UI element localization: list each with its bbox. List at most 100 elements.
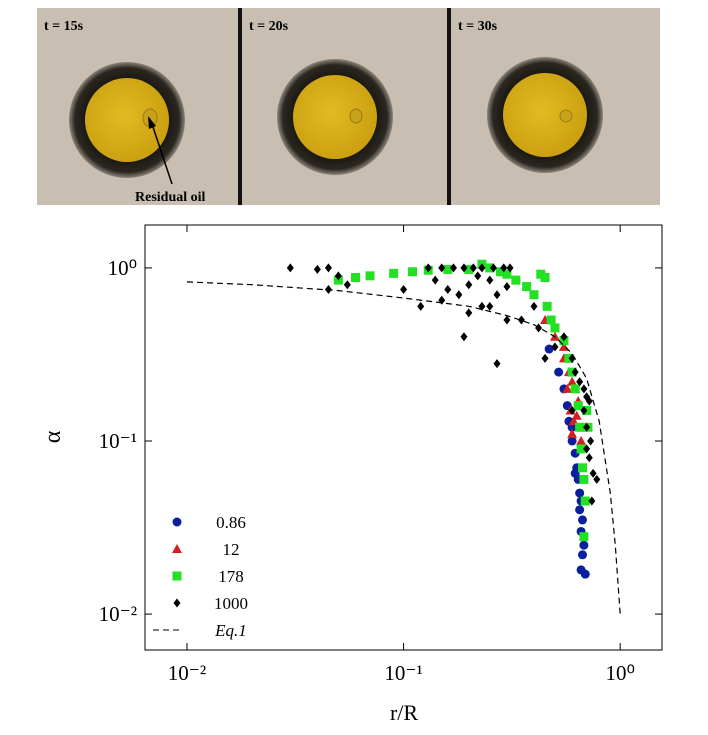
point [541,353,549,363]
point [493,359,501,369]
point [567,436,577,446]
point [500,263,508,273]
point [577,550,587,560]
legend-label: 178 [218,567,244,586]
point [540,273,550,283]
oil-blob [349,108,363,124]
y-tick-label: 10⁰ [108,256,137,280]
point [503,282,511,292]
point [478,263,486,273]
droplet [85,78,169,162]
legend-marker [173,598,181,608]
point [576,377,584,387]
arrow-head [148,116,156,129]
point [546,315,556,325]
x-tick-label: 10⁰ [605,661,634,685]
point [560,332,568,342]
point [408,267,418,277]
point [495,267,505,277]
point [577,463,587,473]
point [562,383,573,393]
point [550,323,560,333]
point [567,376,578,386]
point [443,264,453,274]
point [351,273,361,283]
divider [238,8,242,205]
x-axis-label: r/R [390,700,418,725]
point [511,275,521,285]
point [449,263,457,273]
y-tick-label: 10⁻¹ [99,429,137,453]
point [551,342,559,352]
point [567,428,578,438]
point [585,396,593,406]
point [455,290,463,300]
point [517,315,525,325]
point [554,367,564,377]
point [465,308,473,318]
point [579,540,589,550]
point [580,496,590,506]
point [579,532,589,542]
point [493,290,501,300]
point [571,367,579,377]
point [573,401,583,411]
point [324,263,332,273]
point [486,301,494,311]
droplet [293,75,377,159]
point [529,290,539,300]
point [570,384,580,394]
point [365,271,375,281]
legend-marker [172,544,182,553]
point [424,263,432,273]
point [464,264,474,274]
point [580,406,588,416]
droplet [503,73,587,157]
point [589,468,597,478]
annotation-arrow [151,123,173,185]
point [400,285,408,295]
point [469,263,477,273]
point [474,271,482,281]
point [502,269,512,279]
point [544,344,554,354]
point [486,275,494,285]
point [583,444,591,454]
point [417,301,425,311]
point [460,332,468,342]
y-axis-label: α [40,430,66,443]
point [444,285,452,295]
legend-label: Eq.1 [214,621,247,640]
point [575,488,585,498]
point [506,263,514,273]
point [588,496,596,506]
point [485,263,495,273]
point [585,453,593,463]
fit-line [186,281,621,615]
oil-blob [559,109,573,123]
point [575,422,585,432]
point [571,410,582,420]
point [503,315,511,325]
x-tick-label: 10⁻¹ [384,661,422,685]
point [576,435,587,445]
annotation: Residual oil [135,190,206,205]
point [576,444,586,454]
point [522,282,532,292]
point [587,436,595,446]
point [570,468,580,478]
legend-marker [172,517,182,527]
photo-label: t = 30s [458,19,498,34]
point [580,569,590,579]
point [389,268,399,278]
point [460,263,468,273]
point [334,271,342,281]
point [579,474,589,484]
point [580,384,588,394]
point [343,280,351,290]
y-tick-label: 10⁻² [99,602,137,626]
point [438,263,446,273]
point [577,515,587,525]
photo-strip: t = 15s t = 20s t = 30s Residual oil [37,8,660,205]
